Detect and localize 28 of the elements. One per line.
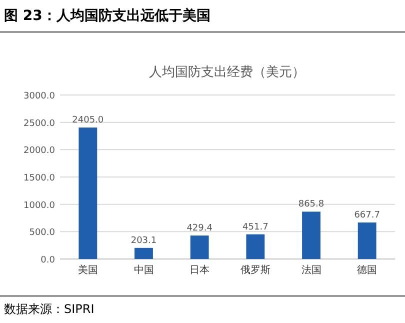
data-label: 2405.0 (72, 116, 104, 126)
x-tick-label: 中国 (134, 264, 154, 276)
x-tick-label: 日本 (190, 264, 210, 276)
data-label: 865.8 (298, 200, 324, 210)
data-label: 667.7 (354, 210, 380, 220)
y-tick-label: 3000.0 (24, 92, 56, 102)
y-tick-label: 2000.0 (24, 146, 56, 156)
y-tick-label: 1000.0 (24, 200, 56, 211)
bar (78, 128, 98, 259)
y-tick-label: 2500.0 (24, 118, 56, 129)
y-tick-label: 0.0 (40, 256, 56, 266)
y-tick-label: 500.0 (29, 228, 56, 238)
source-note: 数据来源：SIPRI (4, 302, 94, 316)
bar (190, 236, 209, 259)
data-label: 203.1 (130, 236, 157, 246)
bar (246, 234, 265, 259)
x-tick-label: 德国 (357, 265, 378, 276)
x-tick-label: 美国 (78, 264, 98, 276)
bar (134, 248, 153, 259)
chart-subtitle: 人均国防支出经费（美元） (149, 64, 305, 80)
x-tick-label: 俄罗斯 (240, 264, 270, 276)
x-tick-label: 法国 (301, 264, 322, 276)
bar (302, 212, 320, 259)
y-tick-label: 1500.0 (24, 174, 56, 184)
data-label: 429.4 (186, 224, 213, 234)
chart-title: 图 23：人均国防支出远低于美国 (4, 7, 210, 24)
bar (358, 222, 376, 259)
data-label: 451.7 (242, 222, 268, 232)
